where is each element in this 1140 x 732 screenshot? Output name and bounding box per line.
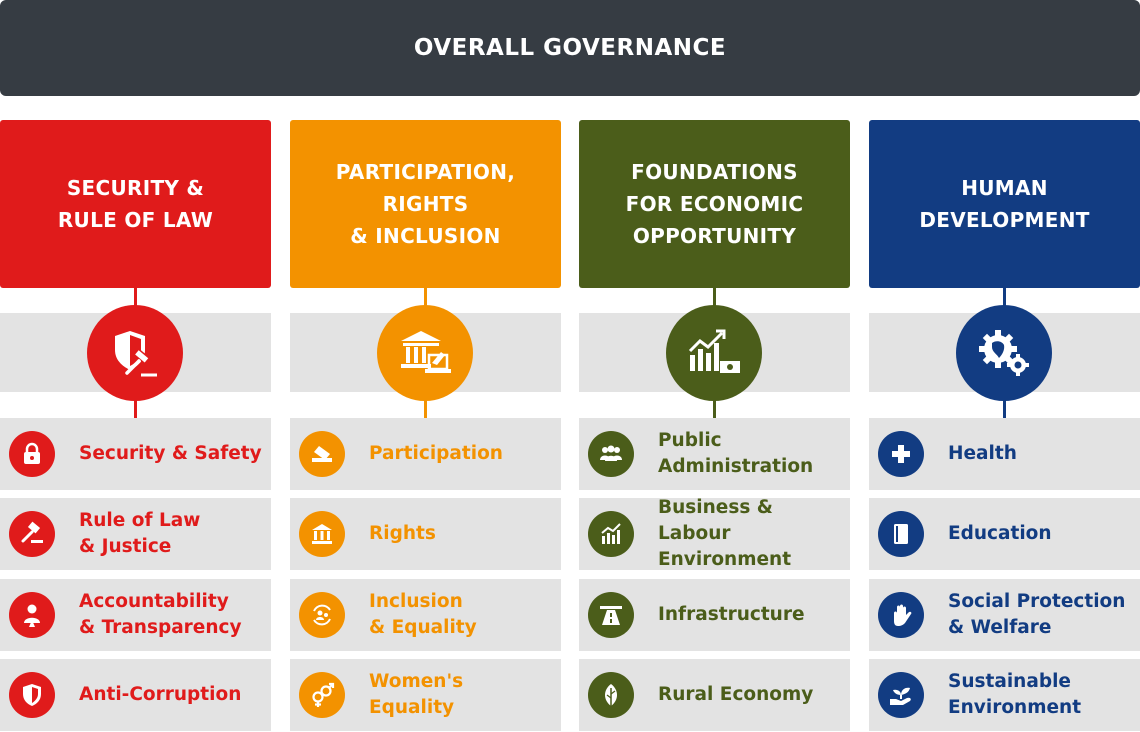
banner-title: OVERALL GOVERNANCE bbox=[413, 35, 727, 61]
shield-gavel-icon bbox=[87, 305, 183, 401]
column-header: HUMAN DEVELOPMENT bbox=[869, 120, 1140, 288]
list-item: Inclusion & Equality bbox=[290, 579, 561, 651]
overall-governance-banner: OVERALL GOVERNANCE bbox=[0, 0, 1140, 96]
group-icon bbox=[588, 431, 634, 477]
column-title: HUMAN DEVELOPMENT bbox=[919, 176, 1090, 232]
connector-line bbox=[1003, 286, 1006, 314]
item-label: Social Protection & Welfare bbox=[948, 591, 1126, 638]
column-header: PARTICIPATION, RIGHTS & INCLUSION bbox=[290, 120, 561, 288]
column-human-development: HUMAN DEVELOPMENT bbox=[869, 0, 1140, 732]
list-item: Public Administration bbox=[579, 418, 850, 490]
list-item: Security & Safety bbox=[0, 418, 271, 490]
list-item: Education bbox=[869, 498, 1140, 570]
list-item: Rights bbox=[290, 498, 561, 570]
leaf-icon bbox=[588, 672, 634, 718]
connector-line bbox=[1003, 392, 1006, 418]
road-icon bbox=[588, 592, 634, 638]
item-label: Rights bbox=[369, 523, 436, 544]
column-foundations-economic-opportunity: FOUNDATIONS FOR ECONOMIC OPPORTUNITY Pub… bbox=[579, 0, 850, 732]
ballot-icon bbox=[299, 431, 345, 477]
people-cycle-icon bbox=[299, 592, 345, 638]
list-item: Rule of Law & Justice bbox=[0, 498, 271, 570]
item-label: Business & Labour Environment bbox=[658, 497, 792, 570]
list-item: Infrastructure bbox=[579, 579, 850, 651]
gender-icon bbox=[299, 672, 345, 718]
item-label: Public Administration bbox=[658, 430, 814, 477]
column-header: SECURITY & RULE OF LAW bbox=[0, 120, 271, 288]
item-label: Infrastructure bbox=[658, 604, 805, 625]
connector-line bbox=[134, 286, 137, 314]
column-title: FOUNDATIONS FOR ECONOMIC OPPORTUNITY bbox=[625, 160, 804, 248]
item-label: Women's Equality bbox=[369, 671, 464, 718]
plant-hand-icon bbox=[878, 672, 924, 718]
growth-chart-money-icon bbox=[666, 305, 762, 401]
gavel-icon bbox=[9, 511, 55, 557]
cross-icon bbox=[878, 431, 924, 477]
column-title: PARTICIPATION, RIGHTS & INCLUSION bbox=[335, 160, 516, 248]
list-item: Business & Labour Environment bbox=[579, 497, 850, 570]
column-security-rule-of-law: SECURITY & RULE OF LAW Security & Safety… bbox=[0, 0, 271, 732]
connector-line bbox=[424, 286, 427, 314]
list-item: Accountability & Transparency bbox=[0, 579, 271, 651]
list-item: Sustainable Environment bbox=[869, 659, 1140, 731]
item-label: Security & Safety bbox=[79, 443, 262, 464]
list-item: Health bbox=[869, 418, 1140, 490]
column-participation-rights-inclusion: PARTICIPATION, RIGHTS & INCLUSION Partic… bbox=[290, 0, 561, 732]
institution-ballot-icon bbox=[377, 305, 473, 401]
item-label: Accountability & Transparency bbox=[79, 591, 242, 638]
column-header: FOUNDATIONS FOR ECONOMIC OPPORTUNITY bbox=[579, 120, 850, 288]
column-title: SECURITY & RULE OF LAW bbox=[57, 176, 214, 232]
list-item: Anti-Corruption bbox=[0, 659, 271, 731]
item-label: Health bbox=[948, 443, 1017, 464]
bar-chart-icon bbox=[588, 511, 634, 557]
person-icon bbox=[9, 592, 55, 638]
padlock-icon bbox=[9, 431, 55, 477]
list-item: Rural Economy bbox=[579, 659, 850, 731]
item-label: Inclusion & Equality bbox=[369, 591, 477, 638]
connector-line bbox=[713, 286, 716, 314]
item-label: Anti-Corruption bbox=[79, 684, 242, 705]
item-label: Education bbox=[948, 523, 1052, 544]
connector-line bbox=[713, 392, 716, 418]
list-item: Social Protection & Welfare bbox=[869, 579, 1140, 651]
list-item: Participation bbox=[290, 418, 561, 490]
item-label: Rule of Law & Justice bbox=[79, 510, 201, 557]
list-item: Women's Equality bbox=[290, 659, 561, 731]
connector-line bbox=[424, 392, 427, 418]
item-label: Rural Economy bbox=[658, 684, 814, 705]
connector-line bbox=[134, 392, 137, 418]
institution-icon bbox=[299, 511, 345, 557]
hand-icon bbox=[878, 592, 924, 638]
gears-africa-icon bbox=[956, 305, 1052, 401]
item-label: Sustainable Environment bbox=[948, 671, 1082, 718]
book-icon bbox=[878, 511, 924, 557]
shield-icon bbox=[9, 672, 55, 718]
item-label: Participation bbox=[369, 443, 503, 464]
